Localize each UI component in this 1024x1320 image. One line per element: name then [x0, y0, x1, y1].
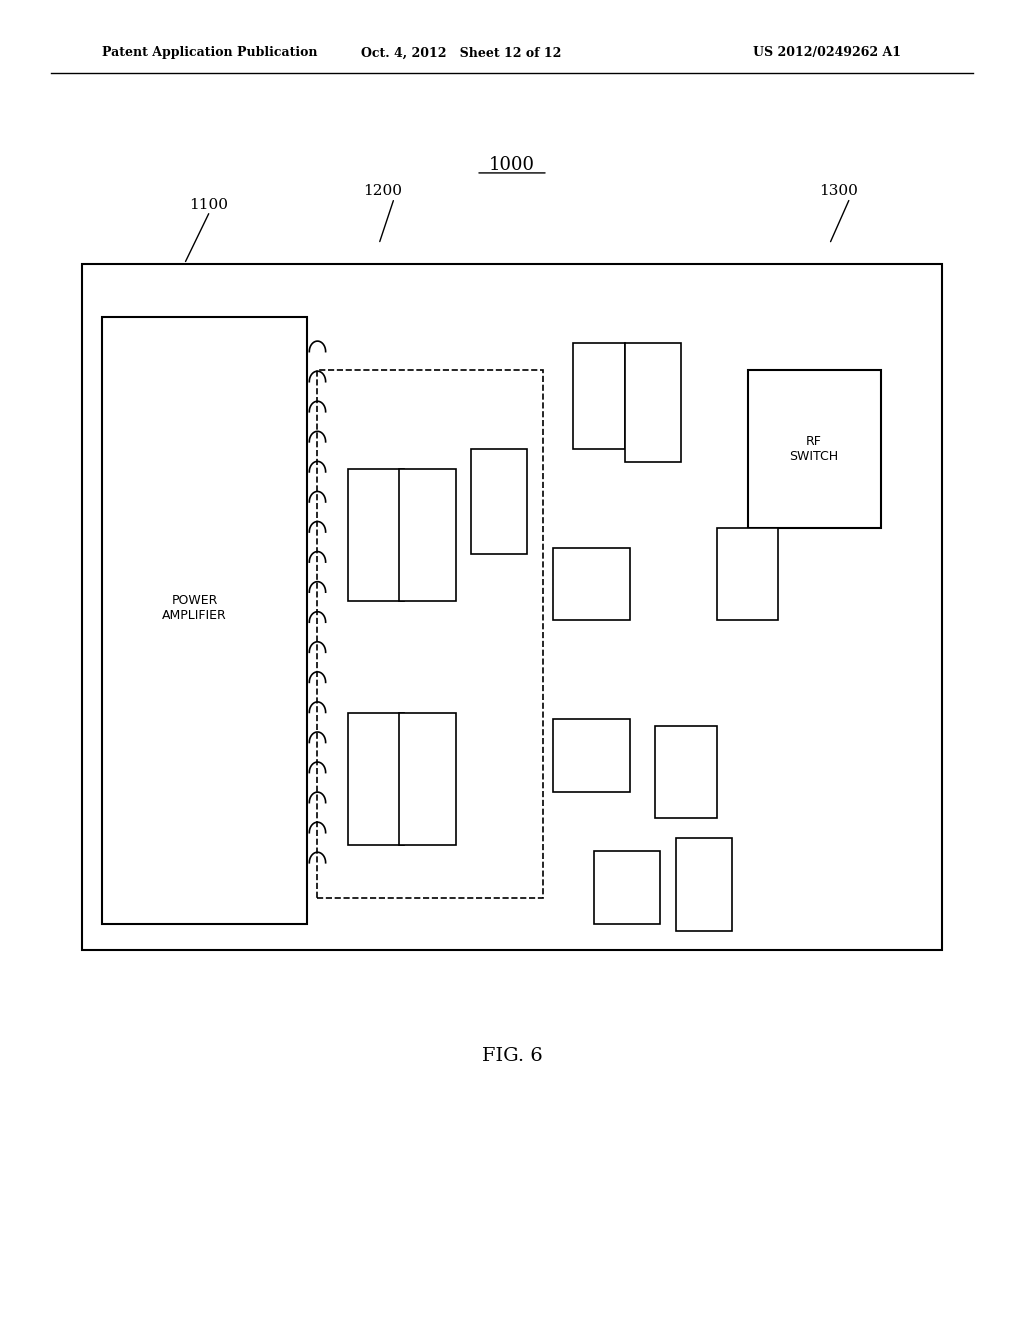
- Bar: [594, 851, 660, 924]
- Bar: [553, 719, 630, 792]
- Text: FIG. 6: FIG. 6: [481, 1047, 543, 1065]
- Text: POWER
AMPLIFIER: POWER AMPLIFIER: [162, 594, 227, 622]
- Text: US 2012/0249262 A1: US 2012/0249262 A1: [753, 46, 901, 59]
- Text: RF
SWITCH: RF SWITCH: [790, 434, 839, 463]
- Bar: [82, 264, 942, 950]
- Bar: [553, 548, 630, 620]
- Bar: [748, 370, 881, 528]
- Bar: [625, 343, 681, 462]
- Bar: [717, 528, 778, 620]
- Bar: [655, 726, 717, 818]
- Text: 1000: 1000: [489, 156, 535, 174]
- Text: 1300: 1300: [819, 185, 858, 198]
- Bar: [348, 469, 404, 601]
- Bar: [399, 469, 456, 601]
- Text: 1100: 1100: [189, 198, 228, 211]
- Text: 1200: 1200: [364, 185, 402, 198]
- Bar: [348, 713, 404, 845]
- Bar: [471, 449, 527, 554]
- Bar: [676, 838, 732, 931]
- Text: Oct. 4, 2012   Sheet 12 of 12: Oct. 4, 2012 Sheet 12 of 12: [360, 46, 561, 59]
- Text: Patent Application Publication: Patent Application Publication: [102, 46, 317, 59]
- Bar: [102, 317, 307, 924]
- Bar: [399, 713, 456, 845]
- Bar: [573, 343, 625, 449]
- Bar: [317, 370, 543, 898]
